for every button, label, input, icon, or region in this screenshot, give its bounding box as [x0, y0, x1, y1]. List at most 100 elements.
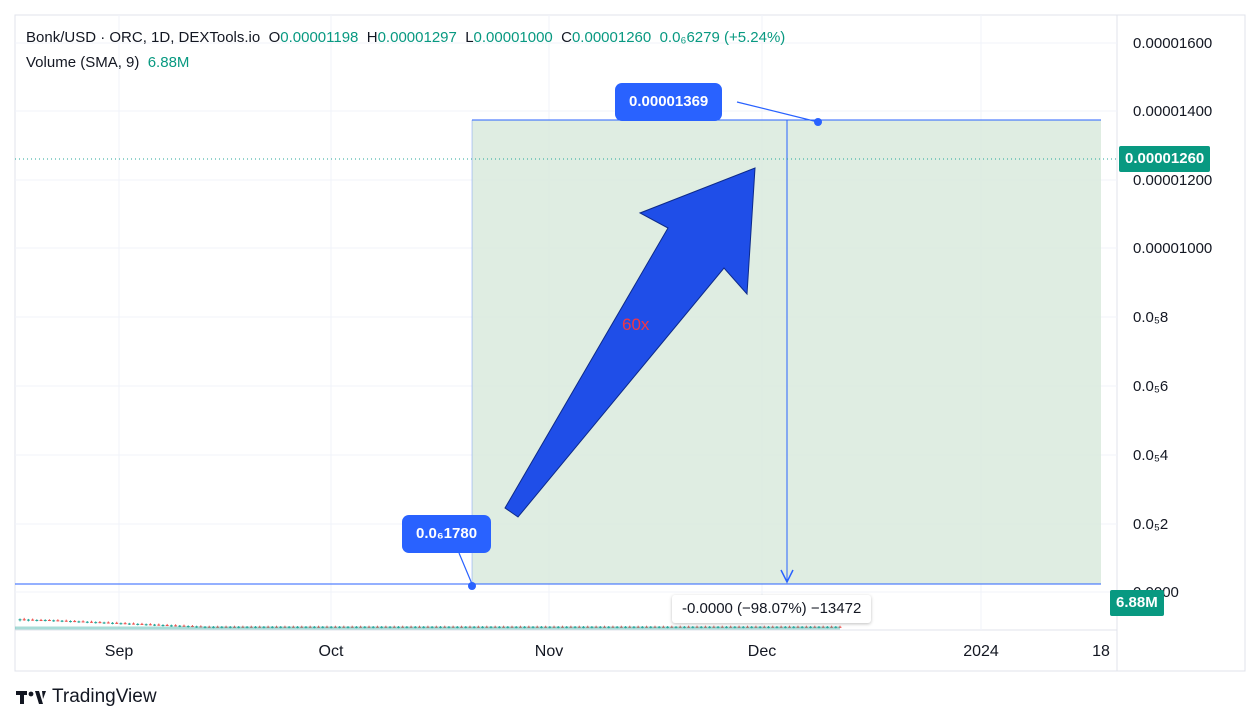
candle-body — [615, 626, 619, 628]
candle-body — [746, 626, 749, 628]
tradingview-name: TradingView — [52, 686, 157, 707]
x-tick-label: Nov — [535, 643, 563, 660]
candle-body — [312, 626, 316, 628]
candle-body — [809, 626, 813, 628]
candle-body — [779, 626, 783, 628]
candle-body — [607, 626, 611, 628]
candle-body — [439, 626, 442, 628]
multiplier-label: 60x — [622, 315, 650, 334]
candle-body — [165, 624, 169, 626]
candle-body — [98, 622, 102, 624]
candle-body — [119, 623, 123, 625]
candle-body — [123, 623, 127, 625]
candle-body — [741, 626, 745, 628]
candle-body — [653, 626, 657, 628]
y-tick-label: 0.0₅2 — [1133, 516, 1168, 533]
candle-body — [750, 626, 754, 628]
candle-body — [18, 619, 22, 621]
bottom-callout-leader — [458, 552, 473, 585]
candle-body — [640, 626, 644, 628]
candle-body — [628, 626, 632, 628]
candle-body — [220, 626, 224, 628]
candle-body — [582, 626, 585, 628]
candle-body — [136, 623, 140, 625]
candle-body — [699, 626, 703, 628]
symbol-name: Bonk/USD · ORC, 1D, DEXTools.io — [26, 29, 261, 46]
candle-body — [632, 626, 636, 628]
candle-body — [270, 626, 274, 628]
candle-body — [539, 626, 543, 628]
candle-body — [792, 626, 796, 628]
candle-body — [56, 620, 60, 622]
candle-body — [203, 626, 207, 628]
candle-body — [106, 622, 110, 624]
candle-body — [523, 626, 527, 628]
candle-body — [767, 626, 770, 628]
candle-body — [800, 626, 804, 628]
candle-body — [262, 626, 266, 628]
y-tick-label: 0.0₅6 — [1133, 378, 1168, 395]
candle-body — [447, 626, 451, 628]
candle-body — [308, 626, 312, 628]
candle-body — [47, 619, 51, 621]
candle-body — [325, 626, 329, 628]
x-tick-label: Dec — [748, 643, 776, 660]
candle-body — [94, 622, 98, 624]
candle-body — [729, 626, 733, 628]
candle-body — [333, 626, 337, 628]
candle-body — [472, 626, 476, 628]
candle-body — [624, 626, 628, 628]
candle-body — [132, 623, 136, 625]
candle-body — [674, 626, 678, 628]
change-value: 0.0₆6279 (+5.24%) — [659, 29, 786, 46]
candle-body — [77, 621, 81, 623]
candle-body — [535, 626, 539, 628]
y-tick-label: 0.00001200 — [1133, 172, 1212, 189]
candle-body — [375, 626, 379, 628]
candle-body — [241, 626, 245, 628]
candle-body — [321, 626, 325, 628]
candle-body — [817, 626, 821, 628]
candle-body — [460, 626, 464, 628]
bottom-price-callout[interactable]: 0.0₆1780 — [402, 515, 492, 553]
candle-body — [451, 626, 455, 628]
candle-body — [232, 626, 236, 628]
y-tick-label: 0.00001000 — [1133, 240, 1212, 257]
price-axis-pane — [1116, 14, 1246, 672]
close-label: C — [561, 29, 572, 46]
candle-body — [598, 626, 602, 628]
candle-body — [153, 624, 157, 626]
candle-body — [190, 626, 194, 628]
candle-body — [514, 626, 518, 628]
candle-body — [619, 626, 623, 628]
candle-body — [737, 626, 741, 628]
measure-readout: -0.0000 (−98.07%) −13472 — [672, 595, 872, 623]
candle-body — [392, 626, 396, 628]
candle-body — [199, 626, 203, 628]
low-value: 0.00001000 — [473, 29, 553, 46]
candle-body — [300, 626, 304, 628]
candle-body — [695, 626, 699, 628]
candle-body — [26, 619, 30, 621]
candle-body — [762, 626, 766, 628]
candle-body — [140, 623, 144, 625]
candle-body — [527, 626, 531, 628]
candle-body — [531, 626, 535, 628]
candle-body — [510, 626, 514, 628]
tradingview-watermark[interactable]: TradingView — [16, 686, 157, 708]
measure-arrowhead — [780, 569, 794, 584]
candle-body — [657, 626, 661, 628]
candle-body — [287, 626, 291, 628]
candle-body — [409, 626, 413, 628]
top-price-callout[interactable]: 0.00001369 — [615, 83, 723, 121]
candle-body — [115, 622, 119, 624]
candle-body — [497, 626, 501, 628]
y-tick-label: 0.00001400 — [1133, 103, 1212, 120]
candle-body — [169, 625, 173, 627]
high-value: 0.00001297 — [377, 29, 457, 46]
volume-label: Volume (SMA, 9) — [26, 54, 140, 71]
candle-body — [178, 625, 182, 627]
candle-body — [502, 626, 506, 628]
y-tick-label: 0.00001600 — [1133, 35, 1212, 52]
